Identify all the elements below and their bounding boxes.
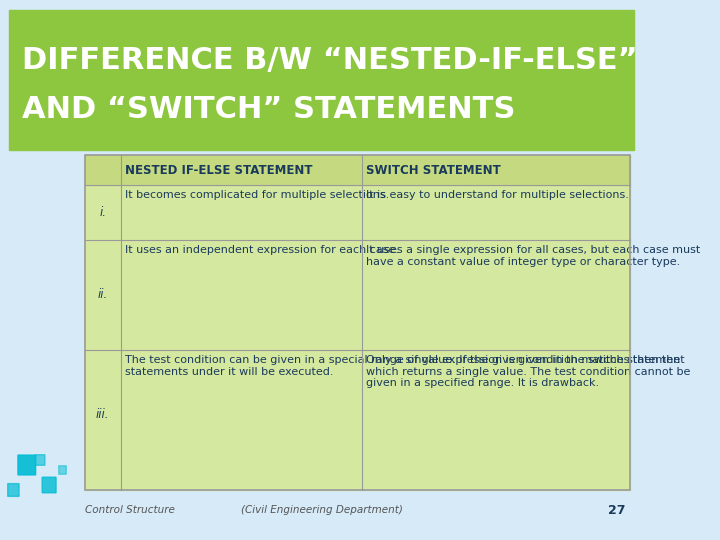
Text: NESTED IF-ELSE STATEMENT: NESTED IF-ELSE STATEMENT (125, 164, 312, 177)
Text: The test condition can be given in a special range of value. If the given condit: The test condition can be given in a spe… (125, 355, 680, 376)
Text: DIFFERENCE B/W “NESTED-IF-ELSE”: DIFFERENCE B/W “NESTED-IF-ELSE” (22, 45, 638, 75)
Bar (85, 155, 629, 185)
Text: SWITCH STATEMENT: SWITCH STATEMENT (366, 164, 501, 177)
Text: It uses an independent expression for each case.: It uses an independent expression for ea… (125, 245, 399, 255)
Text: AND “SWITCH” STATEMENTS: AND “SWITCH” STATEMENTS (22, 96, 516, 125)
Text: (Civil Engineering Department): (Civil Engineering Department) (240, 505, 402, 515)
Bar (9, 10, 634, 150)
Text: i.: i. (99, 206, 107, 219)
Bar (85, 240, 629, 350)
Text: It uses a single expression for all cases, but each case must have a constant va: It uses a single expression for all case… (366, 245, 701, 267)
Text: It is easy to understand for multiple selections.: It is easy to understand for multiple se… (366, 190, 629, 200)
Bar (85, 185, 629, 240)
Text: iii.: iii. (96, 408, 109, 422)
Text: Control Structure: Control Structure (85, 505, 175, 515)
Bar (85, 155, 629, 490)
Text: Only a single expression is given in the switch statement which returns a single: Only a single expression is given in the… (366, 355, 690, 388)
Bar (85, 350, 629, 480)
Text: 27: 27 (608, 503, 625, 516)
Bar (85, 155, 629, 490)
Text: ii.: ii. (98, 288, 108, 301)
Text: It becomes complicated for multiple selections.: It becomes complicated for multiple sele… (125, 190, 390, 200)
